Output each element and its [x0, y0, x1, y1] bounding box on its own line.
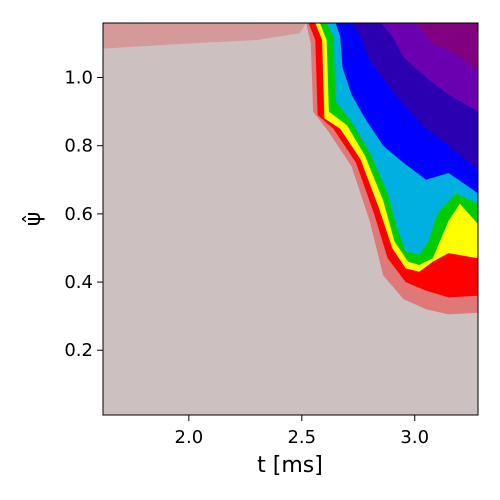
- y-tick-label: 0.4: [64, 272, 93, 293]
- y-tick-label: 0.6: [64, 204, 93, 225]
- y-tick-label: 0.2: [64, 340, 93, 361]
- x-tick-label: 2.0: [175, 427, 204, 448]
- y-tick-label: 1.0: [64, 68, 93, 89]
- contour-band-0: [103, 23, 307, 49]
- x-tick-label: 2.5: [287, 427, 316, 448]
- y-axis-label: ψ̂: [21, 212, 46, 227]
- x-axis-label: t [ms]: [257, 453, 323, 478]
- x-tick-label: 3.0: [400, 427, 429, 448]
- contour-bands: [103, 23, 478, 315]
- y-axis: 0.2 0.4 0.6 0.8 1.0: [64, 68, 103, 361]
- contour-band-9: [414, 23, 478, 71]
- plot-frame: [102, 22, 479, 416]
- x-axis: 2.0 2.5 3.0: [175, 415, 429, 448]
- y-tick-label: 0.8: [64, 136, 93, 157]
